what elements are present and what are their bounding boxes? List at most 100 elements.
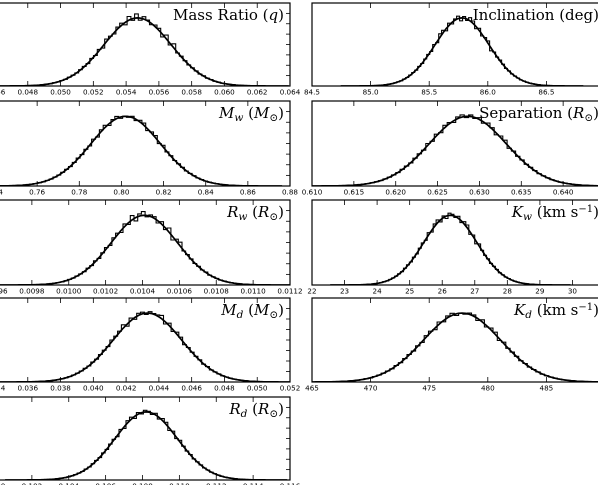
x-tick-label: 475 <box>422 384 436 393</box>
gaussian-fit-curve <box>0 17 289 86</box>
panel-title: Rw (R⊙) <box>226 203 284 223</box>
x-tick-label: 0.0098 <box>19 287 45 296</box>
x-tick-label: 0.052 <box>83 88 104 97</box>
x-tick-label: 0.116 <box>280 482 301 485</box>
gaussian-fit-curve <box>5 411 288 480</box>
x-tick-label: 30 <box>568 287 578 296</box>
x-tick-label: 0.048 <box>17 88 38 97</box>
gaussian-fit-curve <box>312 312 598 382</box>
x-tick-label: 0.064 <box>280 88 301 97</box>
panel-title: Md (M⊙) <box>220 301 284 321</box>
gaussian-fit-curve <box>312 115 598 186</box>
x-tick-label: 0.052 <box>280 384 301 393</box>
x-tick-label: 0.106 <box>95 482 116 485</box>
histogram-steps <box>348 15 577 86</box>
x-tick-label: 0.056 <box>149 88 170 97</box>
histogram-steps <box>312 312 598 382</box>
axes-frame <box>311 2 598 87</box>
x-tick-label: 0.640 <box>553 188 574 197</box>
histogram-steps <box>0 115 274 186</box>
x-tick-label: 24 <box>373 287 383 296</box>
x-tick-label: 0.046 <box>181 384 202 393</box>
x-tick-label: 0.048 <box>214 384 235 393</box>
panel-title: Kw (km s−1) <box>511 203 598 223</box>
posterior-panel-3: 0.74 0.76 0.78 0.80 0.82 0.84 0.86 0.88 Mw (M⊙) <box>0 100 298 197</box>
histogram-steps <box>312 114 598 186</box>
posterior-panel-7: 0.034 0.036 0.038 0.040 0.042 0.044 0.046 0.048… <box>0 297 301 393</box>
x-tick-label: 0.0096 <box>0 287 8 296</box>
x-tick-label: 0.0112 <box>277 287 302 296</box>
x-tick-label: 0.610 <box>302 188 323 197</box>
posterior-panel-4: 0.610 0.615 0.620 0.625 0.630 0.635 0.640 Separ… <box>302 100 598 197</box>
x-tick-label: 0.060 <box>214 88 235 97</box>
x-tick-label: 485 <box>540 384 554 393</box>
x-tick-label: 480 <box>481 384 495 393</box>
x-tick-label: 0.76 <box>29 188 45 197</box>
panel-title: Mw (M⊙) <box>218 104 284 124</box>
gaussian-fit-curve <box>340 17 584 86</box>
x-tick-label: 0.82 <box>156 188 172 197</box>
x-tick-label: 0.0108 <box>204 287 230 296</box>
x-tick-label: 0.034 <box>0 384 6 393</box>
x-tick-label: 86.5 <box>538 88 554 97</box>
posterior-panel-2: 84.5 85.0 85.5 86.0 86.5 Inclination (deg) <box>304 2 598 97</box>
x-tick-label: 0.100 <box>0 482 6 485</box>
x-tick-label: 0.620 <box>385 188 406 197</box>
x-tick-label: 0.110 <box>169 482 190 485</box>
x-tick-label: 0.102 <box>22 482 43 485</box>
x-tick-label: 0.104 <box>58 482 79 485</box>
panel-title: Mass Ratio (q) <box>173 6 284 24</box>
posterior-panel-1: 0.046 0.048 0.050 0.052 0.054 0.056 0.058 0.060… <box>0 2 301 97</box>
x-tick-label: 0.044 <box>149 384 170 393</box>
posterior-panel-6: 22 23 24 25 26 27 28 29 30 Kw (km s−1) <box>307 199 598 296</box>
x-tick-label: 26 <box>438 287 448 296</box>
x-tick-label: 0.625 <box>427 188 448 197</box>
x-tick-label: 0.036 <box>17 384 38 393</box>
posterior-panel-9: 0.100 0.102 0.104 0.106 0.108 0.110 0.112 0.114… <box>0 396 301 485</box>
x-tick-label: 22 <box>307 287 316 296</box>
histogram-steps <box>14 409 280 480</box>
x-tick-label: 0.630 <box>469 188 490 197</box>
x-tick-label: 0.0104 <box>130 287 156 296</box>
x-tick-label: 23 <box>340 287 349 296</box>
histogram-steps <box>0 13 281 86</box>
x-tick-label: 0.635 <box>511 188 532 197</box>
posterior-panel-8: 465 470 475 480 485 Kd (km s−1) <box>305 297 598 393</box>
gaussian-fit-curve <box>330 214 571 285</box>
gaussian-fit-curve <box>0 312 290 382</box>
panel-title: Kd (km s−1) <box>513 301 598 321</box>
x-tick-label: 0.050 <box>247 384 268 393</box>
x-tick-label: 0.0100 <box>56 287 82 296</box>
gaussian-fit-curve <box>0 214 290 285</box>
x-tick-label: 0.80 <box>113 188 129 197</box>
panel-title: Inclination (deg) <box>473 6 598 24</box>
posterior-panel-5: 0.0096 0.0098 0.0100 0.0102 0.0104 0.0106 0.01… <box>0 199 303 296</box>
x-tick-label: 28 <box>503 287 513 296</box>
x-tick-label: 0.112 <box>206 482 227 485</box>
x-tick-label: 0.86 <box>240 188 256 197</box>
x-tick-label: 0.0106 <box>167 287 193 296</box>
axes-frame <box>311 199 598 286</box>
histogram-steps <box>338 212 564 285</box>
x-tick-label: 25 <box>405 287 414 296</box>
x-tick-label: 0.114 <box>243 482 264 485</box>
panel-title: Rd (R⊙) <box>228 400 284 420</box>
x-tick-label: 0.0102 <box>93 287 118 296</box>
x-tick-label: 0.84 <box>198 188 214 197</box>
gaussian-fit-curve <box>0 115 283 186</box>
x-tick-label: 86.0 <box>480 88 496 97</box>
x-tick-label: 85.5 <box>421 88 437 97</box>
x-tick-label: 0.78 <box>71 188 87 197</box>
x-tick-label: 0.054 <box>116 88 137 97</box>
x-tick-label: 0.615 <box>344 188 365 197</box>
x-tick-label: 0.74 <box>0 188 3 197</box>
histogram-steps <box>2 311 290 382</box>
x-tick-label: 29 <box>535 287 545 296</box>
x-tick-label: 0.062 <box>247 88 268 97</box>
x-tick-label: 0.050 <box>50 88 71 97</box>
x-tick-label: 0.042 <box>116 384 137 393</box>
x-tick-label: 0.88 <box>282 188 298 197</box>
x-tick-label: 470 <box>364 384 378 393</box>
panel-title: Separation (R⊙) <box>479 104 598 124</box>
